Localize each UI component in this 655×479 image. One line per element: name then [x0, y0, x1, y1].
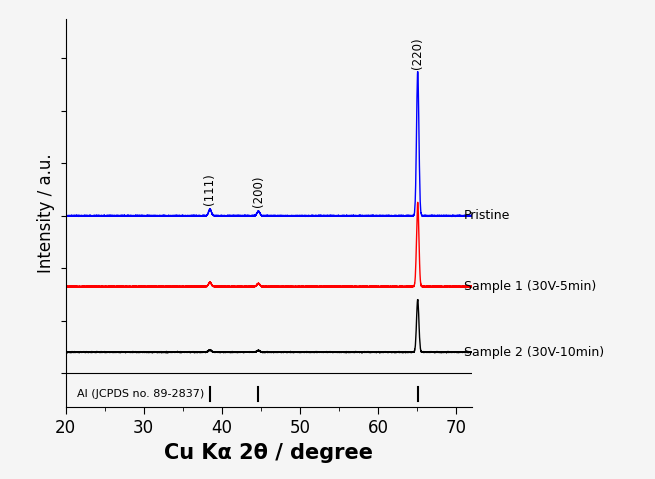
X-axis label: Cu Kα 2θ / degree: Cu Kα 2θ / degree — [164, 443, 373, 463]
Text: Sample 1 (30V-5min): Sample 1 (30V-5min) — [464, 280, 596, 293]
Text: Pristine: Pristine — [464, 209, 510, 222]
Text: Sample 2 (30V-10min): Sample 2 (30V-10min) — [464, 345, 604, 359]
Text: (200): (200) — [252, 176, 265, 207]
Text: Al (JCPDS no. 89-2837): Al (JCPDS no. 89-2837) — [77, 389, 204, 399]
Text: (220): (220) — [411, 37, 424, 69]
Text: (111): (111) — [204, 173, 217, 205]
Y-axis label: Intensity / a.u.: Intensity / a.u. — [37, 153, 55, 273]
